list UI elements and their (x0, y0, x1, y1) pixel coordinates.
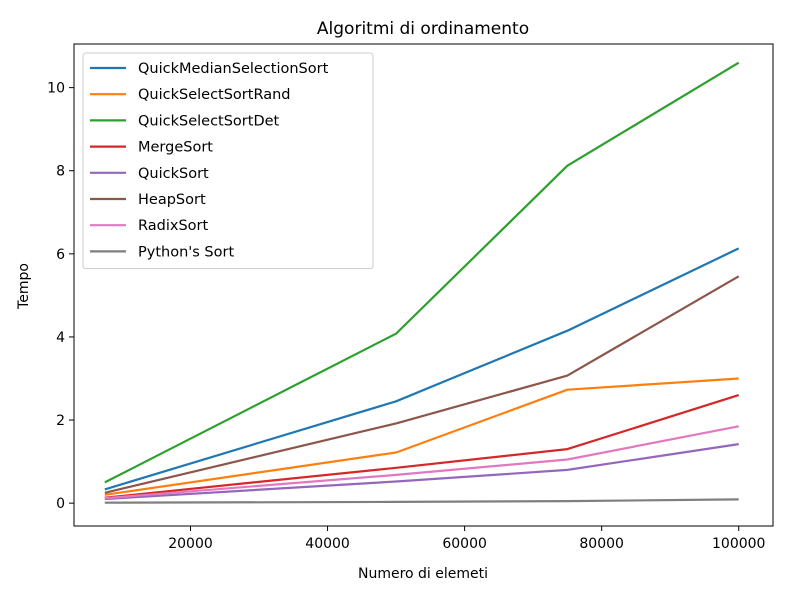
legend: QuickMedianSelectionSort QuickSelectSortR… (82, 52, 374, 270)
y-tick-label: 4 (56, 330, 65, 346)
series-line (104, 443, 739, 501)
series-line (104, 247, 740, 491)
y-tick-label: 6 (56, 247, 65, 263)
legend-entry: HeapSort (138, 192, 206, 208)
y-tick-label: 10 (47, 81, 65, 97)
axes-frame (73, 43, 774, 527)
series-line (104, 377, 739, 496)
x-tick-label: 80000 (579, 536, 624, 552)
x-tick-label: 60000 (442, 536, 487, 552)
y-tick-label: 8 (56, 164, 65, 180)
chart-title: Algoritmi di ordinamento (317, 19, 529, 39)
series-line (104, 394, 740, 499)
legend-entry: MergeSort (138, 140, 213, 156)
series-line (104, 425, 739, 500)
plot-area: 20000 40000 60000 80000 100000 0 2 4 6 8 10 (47, 43, 774, 552)
x-tick-label: 100000 (712, 536, 765, 552)
x-tick-label: 40000 (305, 536, 350, 552)
legend-entry: QuickMedianSelectionSort (138, 61, 329, 77)
y-axis-label: Tempo (16, 263, 32, 310)
legend-entry: QuickSelectSortDet (138, 113, 280, 129)
series-line (104, 61, 740, 484)
series-line (104, 498, 739, 504)
legend-entry: Python's Sort (138, 244, 234, 260)
y-tick-label: 0 (56, 496, 65, 512)
legend-box (82, 52, 374, 270)
legend-entry: RadixSort (138, 218, 208, 234)
legend-entry: QuickSelectSortRand (138, 87, 291, 103)
x-tick-label: 20000 (168, 536, 213, 552)
legend-entry: QuickSort (138, 166, 209, 182)
x-axis-label: Numero di elemeti (358, 566, 488, 582)
series-line (104, 275, 740, 494)
y-tick-label: 2 (56, 413, 65, 429)
